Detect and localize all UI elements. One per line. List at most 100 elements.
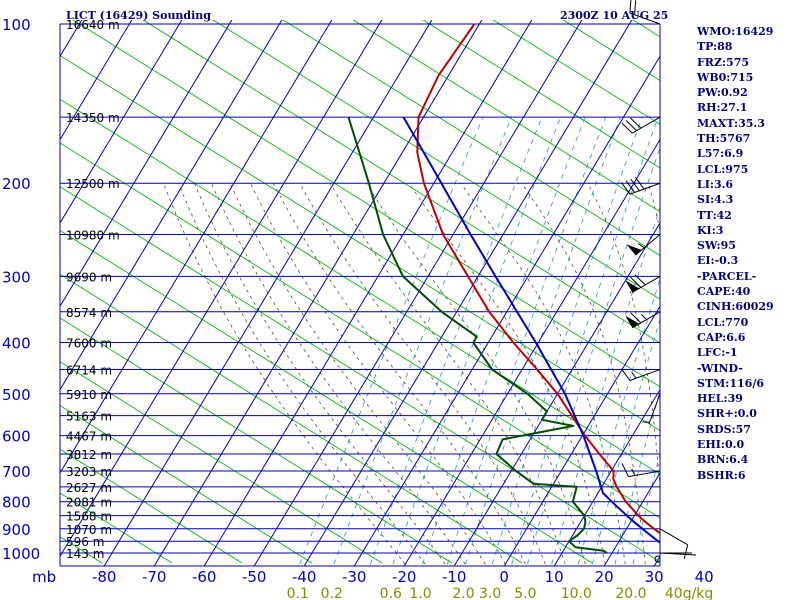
temperature-tick-label: -50 xyxy=(242,568,267,586)
index-item: MAXT:35.3 xyxy=(697,116,765,130)
wind-barb-flag xyxy=(634,0,637,15)
moist-adiabat xyxy=(365,182,586,565)
height-label: 5163 m xyxy=(66,410,112,424)
index-item: SHR+:0.0 xyxy=(697,407,757,421)
mixing-ratio-line xyxy=(551,206,660,565)
pressure-tick-label: 800 xyxy=(2,494,31,512)
index-item: LI:3.6 xyxy=(697,177,734,191)
wind-barb-pennant xyxy=(625,315,640,328)
temperature-tick-label: -70 xyxy=(142,568,167,586)
index-item: TH:5767 xyxy=(697,132,751,146)
temperature-tick-label: -80 xyxy=(92,568,117,586)
mixing-ratio-label: 1.0 xyxy=(409,586,431,600)
index-item: LFC:-1 xyxy=(697,346,738,360)
height-label: 3812 m xyxy=(66,448,112,462)
height-label: 2081 m xyxy=(66,496,112,510)
isotherm xyxy=(253,20,583,566)
temperature-line xyxy=(416,23,660,535)
index-item: WB0:715 xyxy=(697,70,754,84)
moist-adiabat xyxy=(273,183,526,565)
wind-barb-pennant xyxy=(626,244,642,256)
wind-barb-half-flag xyxy=(637,243,645,249)
index-item: TT:42 xyxy=(697,208,732,222)
wind-barb-flag xyxy=(635,176,645,190)
index-item: BRN:6.4 xyxy=(697,453,749,467)
isotherm xyxy=(453,222,660,566)
index-item: FRZ:575 xyxy=(697,55,750,69)
isotherm xyxy=(60,20,383,558)
pressure-tick-label: 600 xyxy=(2,428,31,446)
height-label: 12500 m xyxy=(66,177,120,191)
moist-adiabat xyxy=(408,182,606,565)
wind-barb-staff xyxy=(629,12,661,25)
index-item: L57:6.9 xyxy=(697,147,744,161)
wind-barb xyxy=(659,528,689,560)
wind-barb-flag xyxy=(620,182,631,195)
isobars xyxy=(59,23,661,567)
index-item: RH:27.1 xyxy=(697,101,748,115)
wind-barb-half-flag xyxy=(642,421,650,423)
height-label: 16640 m xyxy=(66,18,120,32)
temperature-tick-label: -60 xyxy=(192,568,217,586)
isotherm xyxy=(203,20,533,566)
pressure-tick-label: 500 xyxy=(2,386,31,404)
height-label: 6714 m xyxy=(66,364,112,378)
height-label: 14350 m xyxy=(66,111,120,125)
mixing-ratio-label: 40g/kg xyxy=(665,586,713,600)
wind-barb-staff xyxy=(659,528,688,546)
height-label: 596 m xyxy=(66,535,104,549)
wind-barb xyxy=(620,368,661,381)
isotherm xyxy=(103,20,433,566)
mixing-ratio-label: 5.0 xyxy=(514,586,536,600)
temperature-tick-label: 30 xyxy=(645,568,664,586)
wind-barb-flag xyxy=(630,117,642,129)
height-label: 143 m xyxy=(66,547,104,561)
wind-barb-flag xyxy=(683,544,689,560)
parcel-line xyxy=(402,116,660,544)
wind-barb-flag xyxy=(625,180,636,193)
temperature-tick-label: -40 xyxy=(292,568,317,586)
temperature-tick-label: 20 xyxy=(595,568,614,586)
dry-adiabat xyxy=(60,361,383,564)
temperature-tick-label: 40 xyxy=(695,568,714,586)
wind-barb-staff xyxy=(629,369,661,381)
mixing-ratio-line xyxy=(526,146,660,565)
moist-adiabat xyxy=(299,183,546,565)
index-item: CAP:6.6 xyxy=(697,330,746,344)
valid-time: 2300Z 10 AUG 25 xyxy=(560,9,669,22)
isotherm xyxy=(60,20,283,391)
wind-barb-calm xyxy=(659,552,697,556)
pressure-tick-label: 400 xyxy=(2,334,31,352)
index-item: LCL:770 xyxy=(697,315,749,329)
height-label: 10980 m xyxy=(66,229,120,243)
isotherm xyxy=(503,305,660,566)
wind-barb-staff xyxy=(648,393,661,424)
moist-adiabat xyxy=(211,183,466,565)
index-item: SI:4.3 xyxy=(697,193,734,207)
moist-adiabat xyxy=(521,182,646,565)
index-item: -WIND- xyxy=(697,361,743,375)
wind-barb-flag xyxy=(629,0,632,14)
index-item: SRDS:57 xyxy=(697,422,751,436)
wind-barb-pennant xyxy=(625,280,640,293)
dry-adiabat xyxy=(212,20,660,300)
height-label: 7600 m xyxy=(66,336,112,350)
dewpoint-line xyxy=(347,116,608,554)
pressure-tick-label: 700 xyxy=(2,463,31,481)
height-label: 2627 m xyxy=(66,481,112,495)
height-label: 3203 m xyxy=(66,465,112,479)
moist-adiabat xyxy=(178,183,426,565)
wind-barb-staff xyxy=(632,275,661,293)
wind-barb xyxy=(620,176,661,195)
moist-adiabat xyxy=(229,183,486,565)
height-label: 4467 m xyxy=(66,430,112,444)
isotherm xyxy=(60,20,233,308)
temperature-tick-label: -20 xyxy=(392,568,417,586)
wind-barb-staff xyxy=(629,182,661,195)
wind-barb-flag xyxy=(620,368,631,381)
index-item: EI:-0.3 xyxy=(697,254,739,268)
mixing-ratio-label: 3.0 xyxy=(479,586,501,600)
temperature-tick-label: 10 xyxy=(545,568,564,586)
index-item: SW:95 xyxy=(697,239,736,253)
